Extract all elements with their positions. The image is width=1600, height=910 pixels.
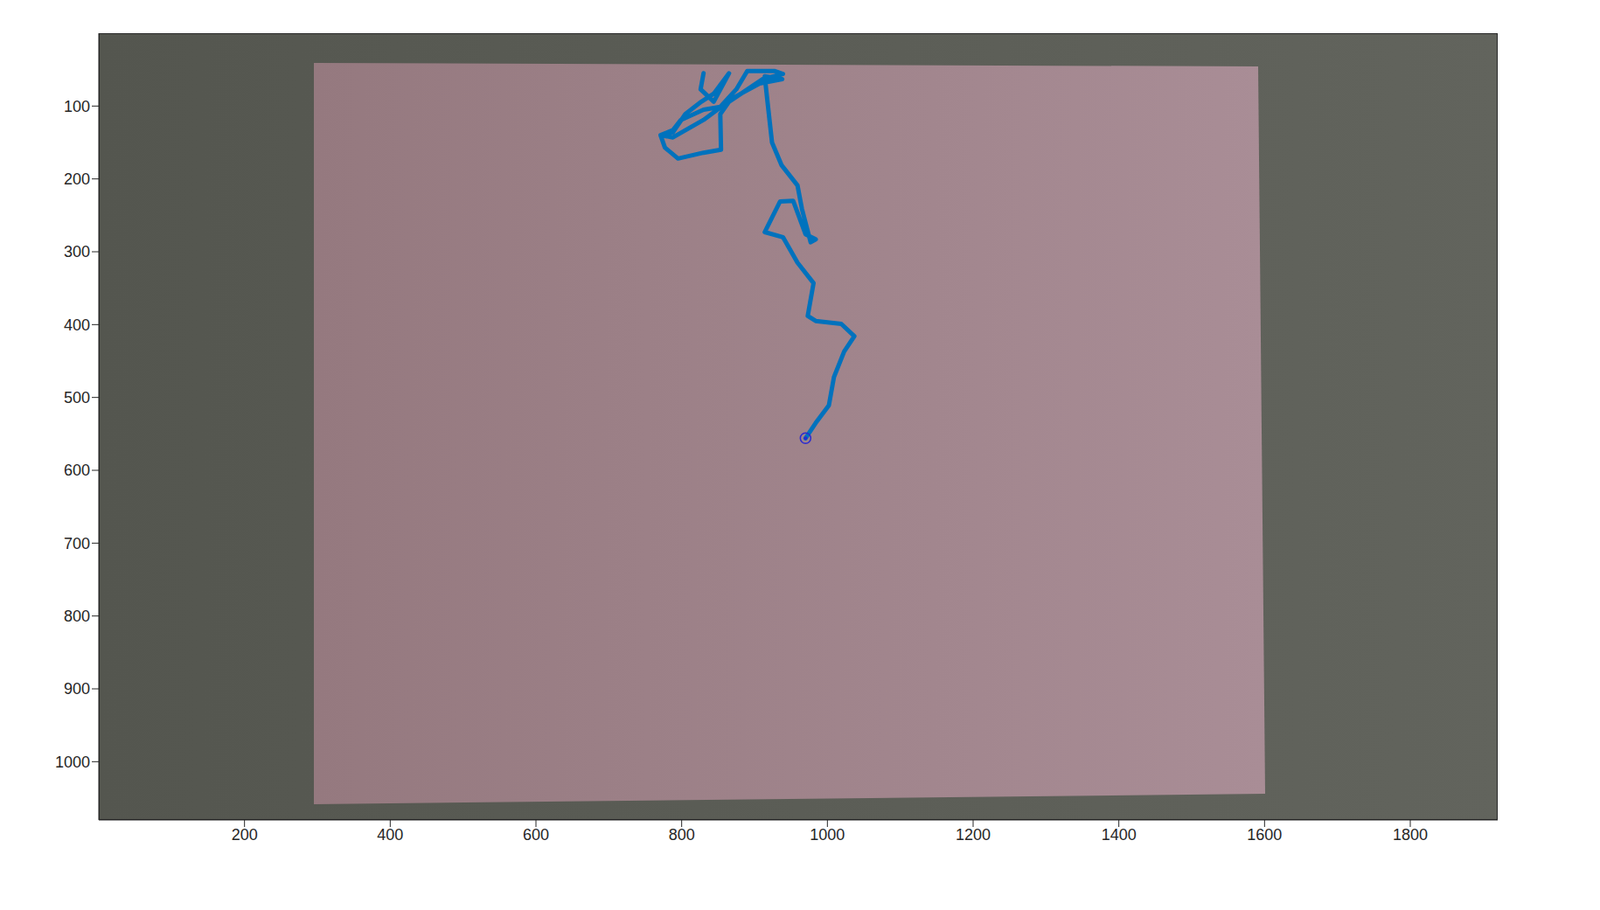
svg-text:700: 700 <box>63 535 91 553</box>
svg-text:1800: 1800 <box>1392 826 1428 844</box>
svg-text:100: 100 <box>63 97 91 116</box>
svg-text:200: 200 <box>231 826 258 844</box>
svg-text:800: 800 <box>63 607 91 626</box>
svg-text:400: 400 <box>63 316 91 334</box>
svg-text:500: 500 <box>63 389 91 407</box>
svg-text:400: 400 <box>376 826 404 844</box>
svg-text:300: 300 <box>63 243 91 261</box>
svg-text:1000: 1000 <box>809 826 845 844</box>
svg-text:900: 900 <box>63 680 91 698</box>
svg-text:800: 800 <box>668 826 696 844</box>
svg-text:200: 200 <box>63 170 91 188</box>
svg-text:1400: 1400 <box>1101 826 1137 844</box>
svg-text:1600: 1600 <box>1246 826 1282 844</box>
svg-text:1000: 1000 <box>55 753 91 772</box>
svg-text:600: 600 <box>522 826 550 844</box>
svg-text:600: 600 <box>63 461 91 480</box>
svg-text:1200: 1200 <box>955 826 991 844</box>
